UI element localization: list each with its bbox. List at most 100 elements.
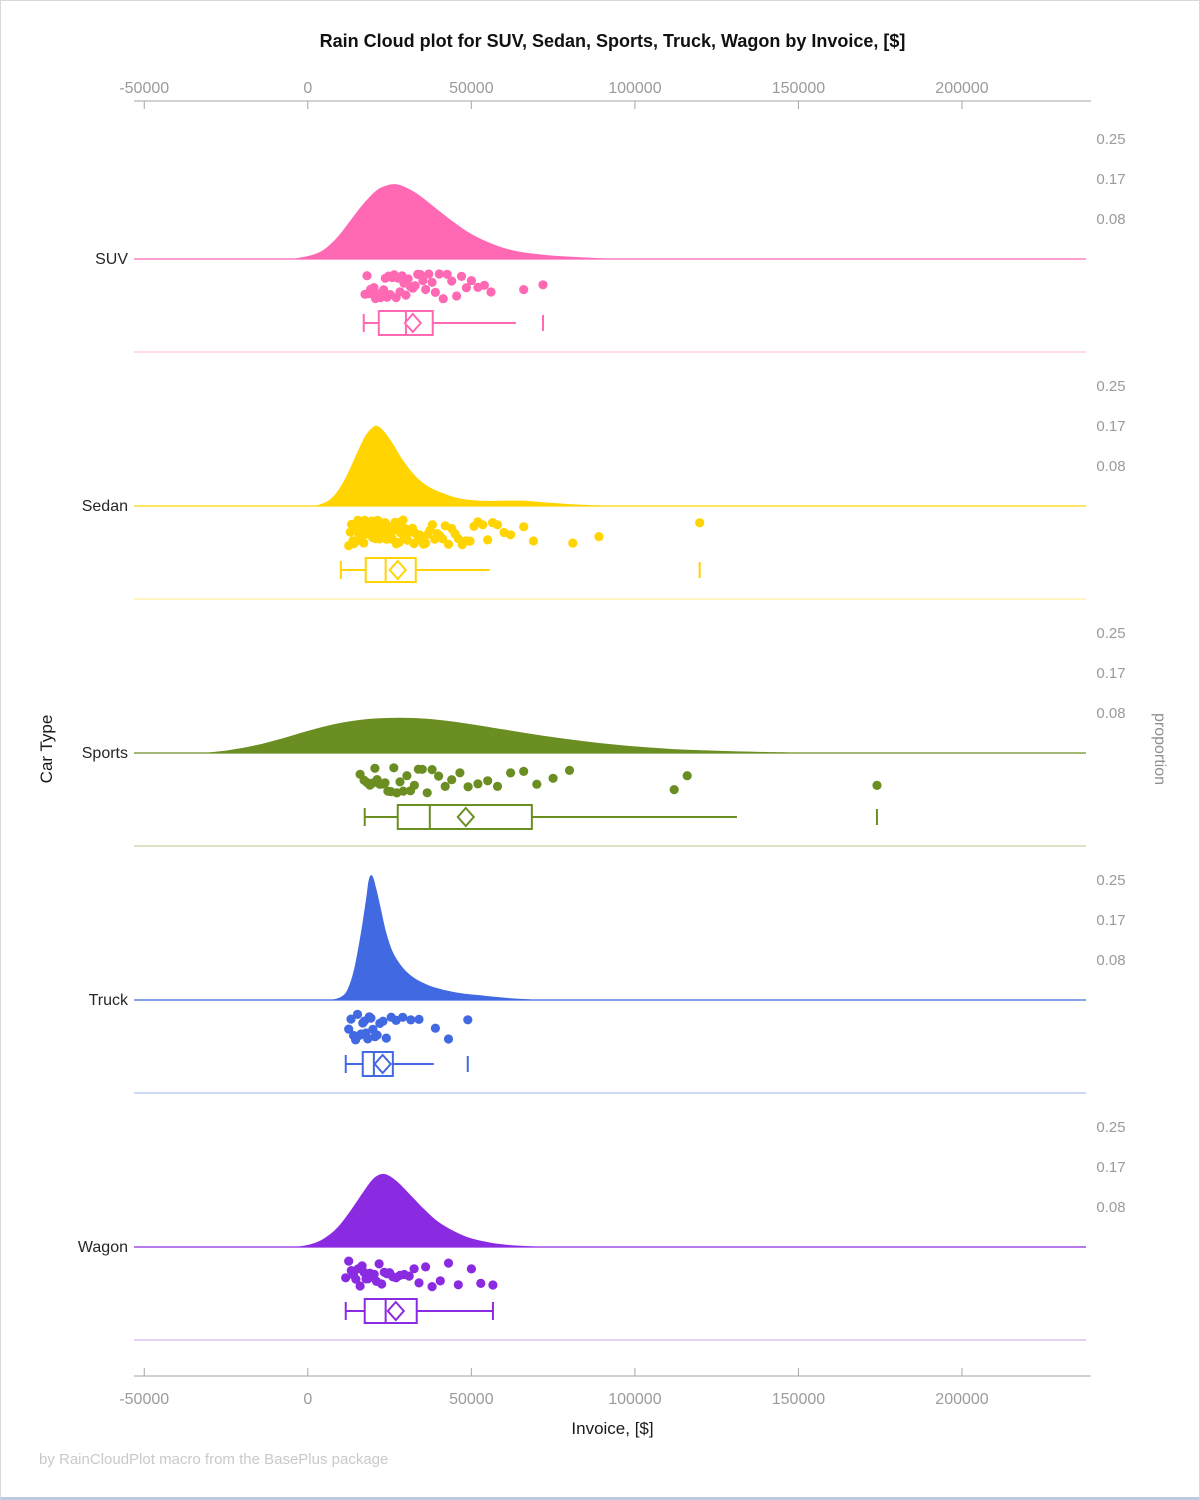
data-point: [483, 535, 493, 545]
data-point: [427, 765, 437, 775]
data-point: [466, 276, 476, 286]
data-point: [434, 269, 444, 279]
proportion-tick-label: 0.17: [1096, 665, 1125, 682]
data-point: [506, 530, 516, 540]
density-area: [314, 425, 629, 506]
mean-diamond: [388, 559, 408, 581]
band-sports: Sports 0.25 0.17 0.08: [82, 625, 1126, 847]
proportion-tick-label: 0.25: [1096, 872, 1125, 889]
data-point: [478, 520, 488, 530]
rain-points: [355, 763, 882, 798]
mean-diamond: [373, 1053, 393, 1075]
x-tick-label: 50000: [449, 80, 494, 97]
data-point: [473, 779, 483, 789]
data-point: [443, 1034, 454, 1044]
data-point: [519, 522, 529, 532]
data-point: [360, 515, 370, 525]
data-point: [404, 1271, 414, 1281]
data-point: [488, 1280, 498, 1290]
data-point: [430, 287, 440, 297]
data-point: [465, 536, 475, 546]
data-point: [409, 538, 419, 549]
data-point: [519, 766, 529, 777]
data-point: [377, 1279, 387, 1289]
x-tick-label: 200000: [935, 1391, 988, 1408]
data-point: [421, 1262, 431, 1272]
data-point: [440, 781, 450, 792]
category-label: Sedan: [82, 498, 128, 515]
proportion-tick-label: 0.08: [1096, 211, 1125, 228]
data-point: [442, 269, 452, 279]
rain-points: [360, 269, 548, 304]
data-point: [414, 1278, 424, 1288]
data-point: [363, 1034, 373, 1044]
box-plot: [344, 1298, 494, 1324]
rain-points: [344, 515, 705, 551]
data-point: [398, 1012, 408, 1022]
box-plot: [363, 804, 878, 830]
density-area: [294, 1173, 563, 1247]
x-tick-label: -50000: [119, 80, 169, 97]
data-point: [401, 290, 411, 300]
data-point: [669, 785, 679, 795]
band-sedan: Sedan 0.25 0.17 0.08: [82, 378, 1126, 600]
data-point: [447, 276, 457, 286]
data-point: [381, 1033, 391, 1043]
proportion-tick-label: 0.17: [1096, 912, 1125, 929]
data-point: [548, 773, 558, 783]
data-point: [362, 271, 372, 281]
data-point: [492, 520, 503, 530]
data-point: [519, 285, 529, 295]
y-axis-label: Car Type: [37, 714, 56, 784]
data-point: [410, 281, 420, 291]
box-plot: [362, 310, 544, 336]
proportion-tick-label: 0.17: [1096, 171, 1125, 188]
data-point: [402, 771, 412, 781]
mean-diamond: [456, 806, 476, 828]
data-point: [872, 780, 882, 791]
data-point: [380, 778, 390, 788]
category-label: Truck: [89, 992, 129, 1009]
box-plot: [339, 557, 701, 583]
data-point: [492, 781, 503, 792]
data-point: [430, 1023, 440, 1033]
data-point: [463, 782, 473, 792]
data-point: [344, 1024, 354, 1034]
box-plot: [344, 1051, 469, 1077]
data-point: [346, 1014, 356, 1024]
data-point: [461, 283, 471, 293]
data-point: [370, 763, 380, 773]
data-point: [452, 291, 462, 301]
band-truck: Truck 0.25 0.17 0.08: [89, 872, 1126, 1094]
data-point: [379, 285, 389, 295]
data-point: [443, 1258, 454, 1268]
data-point: [398, 515, 408, 525]
band-wagon: Wagon 0.25 0.17 0.08: [78, 1119, 1126, 1341]
data-point: [476, 1278, 486, 1288]
category-label: SUV: [95, 251, 128, 268]
x-tick-label: 200000: [935, 80, 988, 97]
data-point: [455, 768, 465, 778]
data-point: [438, 294, 448, 304]
data-point: [372, 1030, 382, 1040]
data-point: [398, 786, 408, 796]
data-point: [538, 280, 548, 290]
proportion-tick-label: 0.25: [1096, 131, 1125, 148]
data-point: [421, 284, 431, 295]
data-point: [406, 1015, 416, 1025]
rain-points: [344, 1009, 473, 1045]
density-area: [330, 875, 544, 1000]
data-point: [344, 1256, 354, 1266]
data-point: [409, 1264, 419, 1274]
proportion-tick-label: 0.08: [1096, 458, 1125, 475]
data-point: [341, 1273, 351, 1283]
data-point: [409, 780, 419, 790]
data-point: [374, 1259, 384, 1269]
data-point: [395, 777, 405, 787]
density-area: [291, 184, 622, 259]
data-point: [682, 771, 692, 781]
data-point: [378, 1016, 388, 1026]
proportion-tick-label: 0.25: [1096, 625, 1125, 642]
data-point: [506, 768, 516, 778]
